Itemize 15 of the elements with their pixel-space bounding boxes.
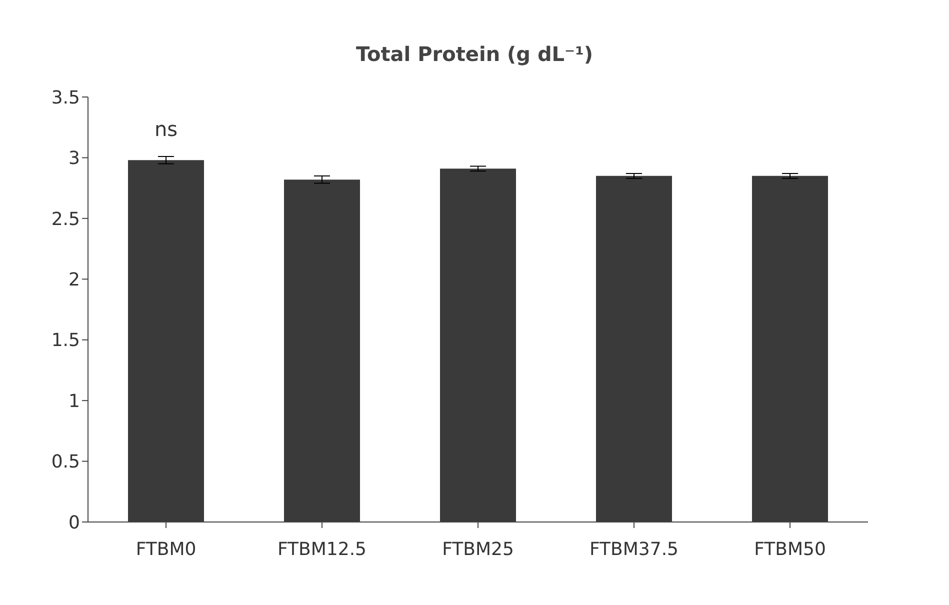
chart-title: Total Protein (g dL⁻¹) (355, 41, 594, 68)
x-tick-label: FTBM37.5 (590, 538, 678, 560)
y-tick-label: 3 (68, 148, 80, 170)
x-tick-label: FTBM0 (136, 538, 196, 560)
y-tick-label: 2 (68, 270, 80, 291)
y-tick-label: 2.5 (51, 208, 80, 230)
y-tick-label: 0 (68, 512, 80, 534)
y-tick-label: 1.5 (51, 330, 80, 352)
annotation: ns (154, 117, 178, 142)
y-tick-label: 3.5 (51, 87, 80, 108)
y-tick-label: 1 (68, 390, 80, 412)
x-tick-label: FTBM12.5 (278, 538, 366, 560)
x-tick-label: FTBM50 (754, 538, 826, 560)
y-tick-label: 0.5 (51, 452, 80, 473)
x-tick-label: FTBM25 (442, 538, 514, 560)
